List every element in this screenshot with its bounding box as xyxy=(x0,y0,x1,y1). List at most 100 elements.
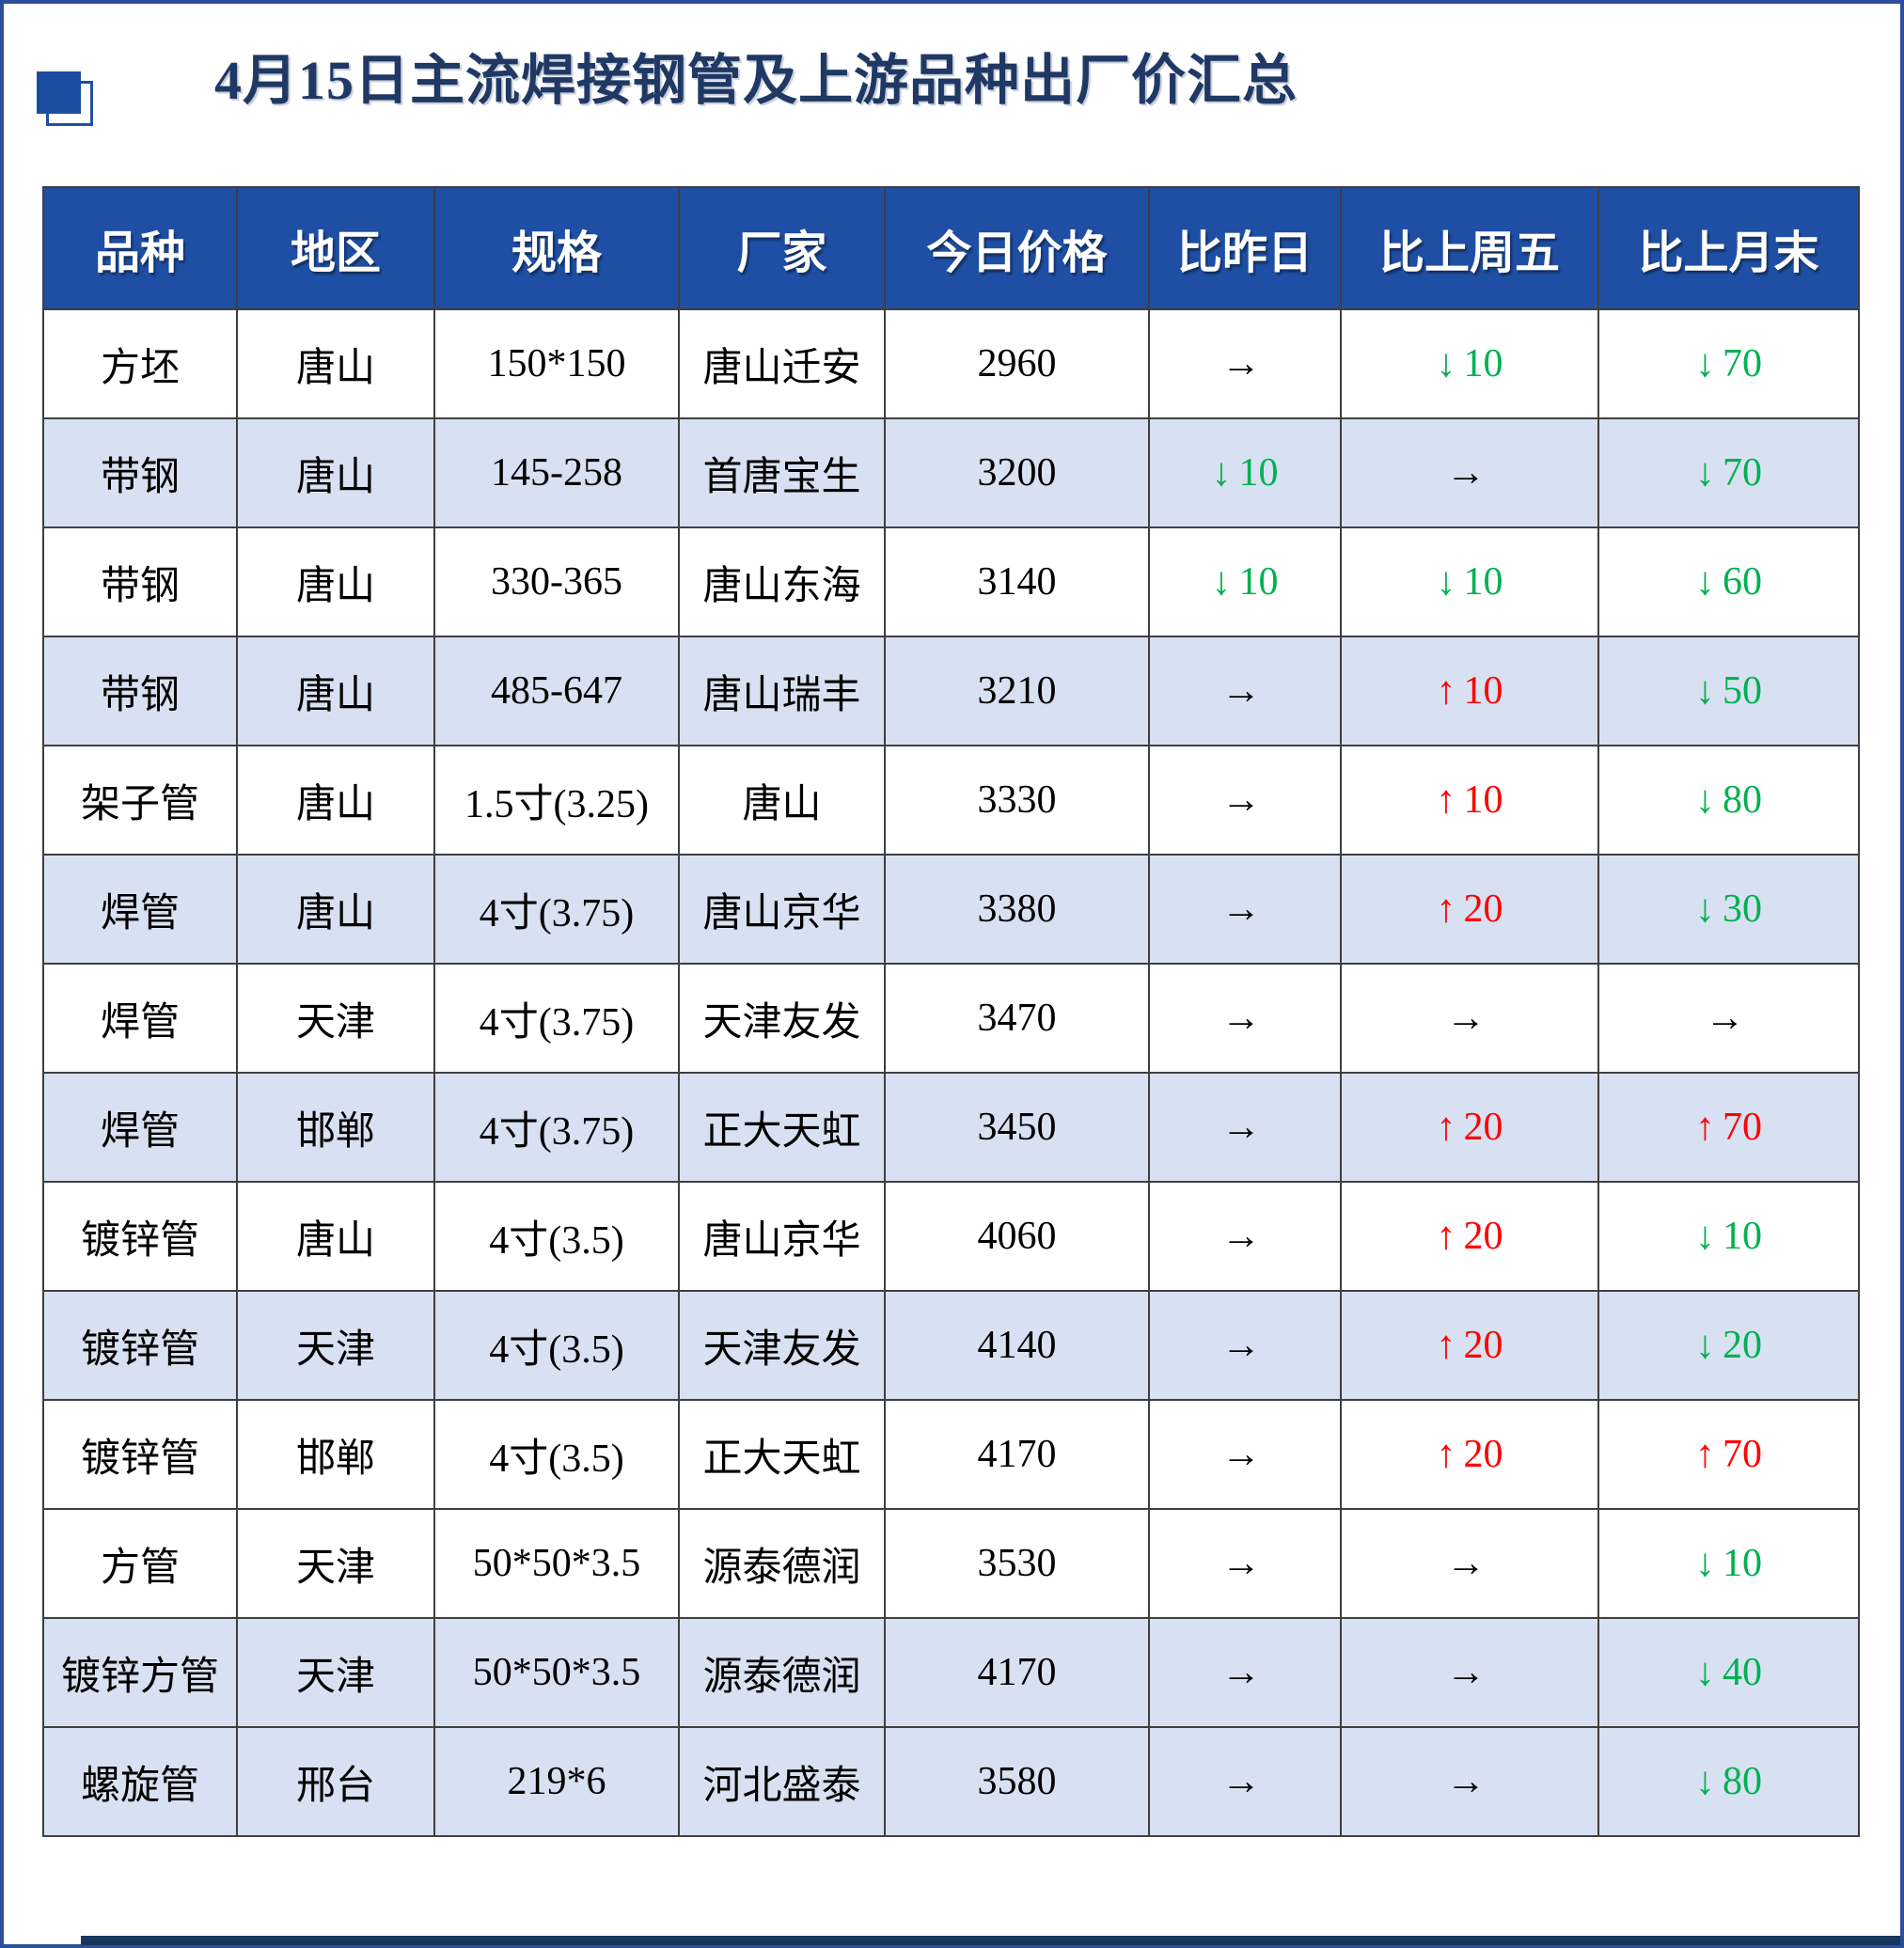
table-row: 架子管 唐山 1.5寸(3.25) 唐山 3330 → ↑ 10 ↓ 80 xyxy=(42,745,1860,856)
flat-arrow-icon: → xyxy=(1221,1433,1261,1476)
flat-arrow-icon: → xyxy=(1221,1760,1261,1803)
variety-cell: 镀锌管 xyxy=(42,1181,238,1292)
vs-yesterday-cell: → xyxy=(1148,308,1342,419)
factory-cell: 源泰德润 xyxy=(678,1617,886,1728)
region-cell: 邯郸 xyxy=(236,1399,435,1510)
flat-arrow-icon: → xyxy=(1446,1651,1486,1694)
up-arrow-icon: ↑ xyxy=(1436,888,1456,931)
vs-month-end-cell: ↓ 80 xyxy=(1597,1726,1860,1837)
factory-cell: 正大天虹 xyxy=(678,1072,886,1183)
down-arrow-icon: ↓ xyxy=(1695,1542,1715,1585)
up-arrow-icon: ↑ xyxy=(1436,1433,1456,1476)
flat-arrow-icon: → xyxy=(1221,888,1261,931)
flat-arrow-icon: → xyxy=(1221,778,1261,822)
vs-month-end-cell: ↓ 50 xyxy=(1597,636,1860,746)
price-cell: 3330 xyxy=(884,745,1150,856)
price-table-container: 品种 地区 规格 厂家 今日价格 比昨日 比上周五 比上月末 方坯 唐山 150*150 唐山迁安 2… xyxy=(42,186,1860,1837)
vs-yesterday-cell: → xyxy=(1148,1290,1342,1401)
price-cell: 4170 xyxy=(884,1399,1150,1510)
column-header-7: 比上月末 xyxy=(1597,186,1860,310)
vs-month-end-cell: ↑ 70 xyxy=(1597,1072,1860,1183)
factory-cell: 天津友发 xyxy=(678,1290,886,1401)
factory-cell: 唐山瑞丰 xyxy=(678,636,886,746)
title-decoration-icon xyxy=(37,71,95,128)
vs-last-friday-cell: → xyxy=(1340,1617,1599,1728)
flat-arrow-icon: → xyxy=(1221,669,1261,713)
factory-cell: 唐山迁安 xyxy=(678,308,886,419)
column-header-2: 规格 xyxy=(433,186,680,310)
region-cell: 唐山 xyxy=(236,745,435,856)
up-arrow-icon: ↑ xyxy=(1695,1106,1715,1149)
vs-last-friday-cell: ↓ 10 xyxy=(1340,526,1599,637)
table-row: 方坯 唐山 150*150 唐山迁安 2960 → ↓ 10 ↓ 70 xyxy=(42,308,1860,419)
flat-arrow-icon: → xyxy=(1221,1324,1261,1367)
up-arrow-icon: ↑ xyxy=(1436,1215,1456,1258)
down-arrow-icon: ↓ xyxy=(1436,560,1456,604)
price-cell: 3470 xyxy=(884,963,1150,1074)
vs-last-friday-cell: ↓ 10 xyxy=(1340,308,1599,419)
change-value: 40 xyxy=(1723,1651,1762,1694)
table-row: 方管 天津 50*50*3.5 源泰德润 3530 → → ↓ 10 xyxy=(42,1508,1860,1619)
table-row: 带钢 唐山 330-365 唐山东海 3140 ↓ 10 ↓ 10 ↓ 60 xyxy=(42,526,1860,637)
column-header-6: 比上周五 xyxy=(1340,186,1599,310)
variety-cell: 镀锌方管 xyxy=(42,1617,238,1728)
variety-cell: 带钢 xyxy=(42,526,238,637)
vs-month-end-cell: ↓ 70 xyxy=(1597,417,1860,528)
change-value: 20 xyxy=(1463,1215,1503,1258)
table-row: 焊管 邯郸 4寸(3.75) 正大天虹 3450 → ↑ 20 ↑ 70 xyxy=(42,1072,1860,1183)
spec-cell: 150*150 xyxy=(433,308,680,419)
spec-cell: 145-258 xyxy=(433,417,680,528)
vs-last-friday-cell: → xyxy=(1340,417,1599,528)
column-header-3: 厂家 xyxy=(678,186,886,310)
variety-cell: 方管 xyxy=(42,1508,238,1619)
region-cell: 唐山 xyxy=(236,636,435,746)
variety-cell: 带钢 xyxy=(42,636,238,746)
change-value: 20 xyxy=(1463,1106,1503,1149)
column-header-5: 比昨日 xyxy=(1148,186,1342,310)
spec-cell: 50*50*3.5 xyxy=(433,1508,680,1619)
price-cell: 3380 xyxy=(884,854,1150,965)
vs-yesterday-cell: → xyxy=(1148,963,1342,1074)
up-arrow-icon: ↑ xyxy=(1436,1324,1456,1367)
down-arrow-icon: ↓ xyxy=(1211,560,1232,604)
price-cell: 4060 xyxy=(884,1181,1150,1292)
down-arrow-icon: ↓ xyxy=(1695,1324,1715,1367)
vs-last-friday-cell: ↑ 20 xyxy=(1340,1181,1599,1292)
spec-cell: 4寸(3.75) xyxy=(433,1072,680,1183)
vs-yesterday-cell: ↓ 10 xyxy=(1148,526,1342,637)
price-cell: 3210 xyxy=(884,636,1150,746)
up-arrow-icon: ↑ xyxy=(1436,778,1456,822)
vs-last-friday-cell: → xyxy=(1340,963,1599,1074)
down-arrow-icon: ↓ xyxy=(1436,342,1456,385)
vs-month-end-cell: ↓ 10 xyxy=(1597,1181,1860,1292)
variety-cell: 焊管 xyxy=(42,854,238,965)
price-cell: 2960 xyxy=(884,308,1150,419)
region-cell: 邯郸 xyxy=(236,1072,435,1183)
table-row: 焊管 唐山 4寸(3.75) 唐山京华 3380 → ↑ 20 ↓ 30 xyxy=(42,854,1860,965)
down-arrow-icon: ↓ xyxy=(1695,1651,1715,1694)
price-cell: 3580 xyxy=(884,1726,1150,1837)
variety-cell: 镀锌管 xyxy=(42,1290,238,1401)
region-cell: 天津 xyxy=(236,1290,435,1401)
spec-cell: 4寸(3.5) xyxy=(433,1290,680,1401)
header-row: 品种 地区 规格 厂家 今日价格 比昨日 比上周五 比上月末 xyxy=(42,186,1860,310)
change-value: 70 xyxy=(1723,451,1762,495)
solid-square-icon xyxy=(37,71,81,114)
change-value: 10 xyxy=(1463,560,1503,604)
vs-yesterday-cell: → xyxy=(1148,1181,1342,1292)
factory-cell: 天津友发 xyxy=(678,963,886,1074)
change-value: 20 xyxy=(1463,1324,1503,1367)
change-value: 80 xyxy=(1723,778,1762,822)
region-cell: 邢台 xyxy=(236,1726,435,1837)
vs-last-friday-cell: → xyxy=(1340,1508,1599,1619)
price-cell: 3140 xyxy=(884,526,1150,637)
change-value: 70 xyxy=(1723,1106,1762,1149)
table-row: 镀锌管 邯郸 4寸(3.5) 正大天虹 4170 → ↑ 20 ↑ 70 xyxy=(42,1399,1860,1510)
page-title: 4月15日主流焊接钢管及上游品种出厂价汇总 xyxy=(214,50,1298,111)
region-cell: 唐山 xyxy=(236,308,435,419)
vs-month-end-cell: ↓ 20 xyxy=(1597,1290,1860,1401)
flat-arrow-icon: → xyxy=(1221,342,1261,385)
down-arrow-icon: ↓ xyxy=(1695,1760,1715,1803)
spec-cell: 330-365 xyxy=(433,526,680,637)
vs-month-end-cell: ↑ 70 xyxy=(1597,1399,1860,1510)
